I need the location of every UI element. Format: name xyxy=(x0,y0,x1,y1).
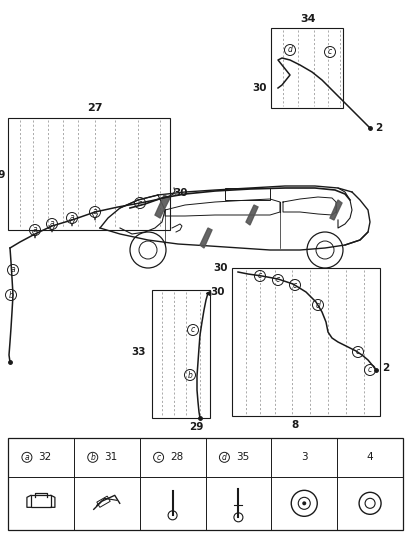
Bar xyxy=(232,268,380,416)
Text: d: d xyxy=(316,301,321,309)
Text: c: c xyxy=(293,280,297,289)
Bar xyxy=(225,188,270,200)
Text: 35: 35 xyxy=(236,452,249,462)
Text: d: d xyxy=(222,453,227,462)
Polygon shape xyxy=(246,205,258,225)
Text: 27: 27 xyxy=(87,103,103,113)
Text: 29: 29 xyxy=(0,170,5,180)
Bar xyxy=(152,290,210,418)
Text: c: c xyxy=(276,275,280,285)
Text: a: a xyxy=(11,265,15,274)
Text: a: a xyxy=(33,225,37,235)
Text: c: c xyxy=(138,199,142,208)
Bar xyxy=(97,496,110,507)
Text: c: c xyxy=(328,47,332,56)
Text: 8: 8 xyxy=(291,420,299,430)
Text: a: a xyxy=(93,208,97,216)
Bar xyxy=(8,438,403,530)
Text: 4: 4 xyxy=(367,452,374,462)
Text: 30: 30 xyxy=(210,287,224,297)
Text: b: b xyxy=(90,453,95,462)
Text: c: c xyxy=(157,453,161,462)
Text: 28: 28 xyxy=(170,452,183,462)
Text: 31: 31 xyxy=(104,452,118,462)
Text: d: d xyxy=(288,46,293,54)
Polygon shape xyxy=(155,195,170,218)
Text: c: c xyxy=(368,365,372,374)
Polygon shape xyxy=(200,228,212,248)
Text: a: a xyxy=(25,453,29,462)
Text: 3: 3 xyxy=(301,452,307,462)
Bar xyxy=(8,118,170,230)
Text: a: a xyxy=(50,220,54,229)
Text: c: c xyxy=(258,272,262,280)
Circle shape xyxy=(302,501,306,505)
Text: 2: 2 xyxy=(382,363,389,373)
Text: 2: 2 xyxy=(375,123,382,133)
Text: 32: 32 xyxy=(38,452,51,462)
Text: a: a xyxy=(70,214,74,223)
Text: 29: 29 xyxy=(189,422,203,432)
Text: 34: 34 xyxy=(300,14,316,24)
Bar xyxy=(31,495,51,507)
Text: 30: 30 xyxy=(213,263,228,273)
Polygon shape xyxy=(330,200,342,220)
Text: c: c xyxy=(191,325,195,335)
Text: 33: 33 xyxy=(132,347,146,357)
Text: 30: 30 xyxy=(252,83,267,93)
Text: c: c xyxy=(356,348,360,357)
Text: 30: 30 xyxy=(173,188,187,198)
Text: b: b xyxy=(9,291,14,300)
Text: b: b xyxy=(187,371,192,379)
Bar xyxy=(271,28,343,108)
